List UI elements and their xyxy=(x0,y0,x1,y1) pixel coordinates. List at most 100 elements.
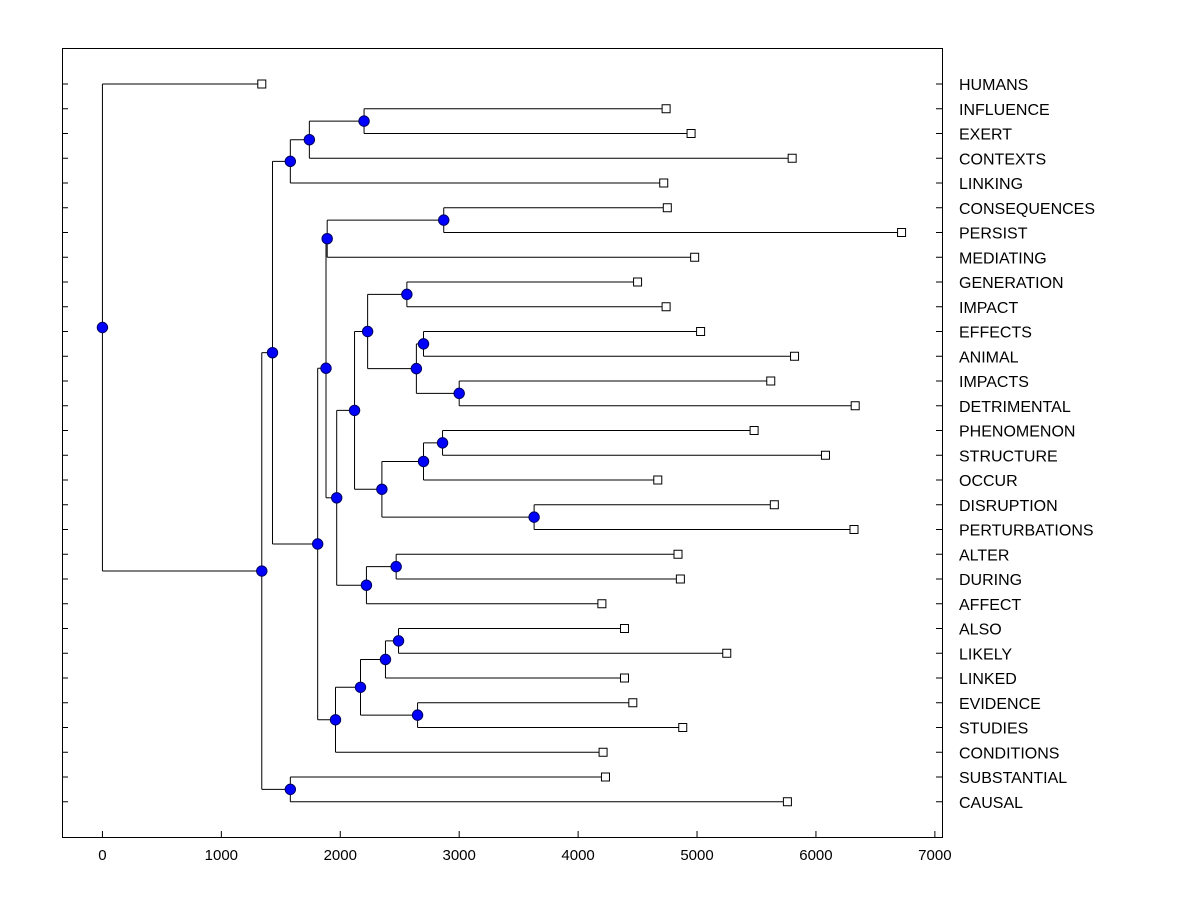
merge-node-marker xyxy=(417,338,430,350)
leaf-label: ALSO xyxy=(959,622,1002,639)
leaf-marker xyxy=(633,277,643,287)
merge-node-marker xyxy=(358,115,370,127)
leaf-marker xyxy=(678,723,688,732)
leaf-marker xyxy=(257,79,267,89)
merge-node-marker xyxy=(348,404,361,417)
leaf-marker xyxy=(619,624,629,633)
leaf-label: LINKING xyxy=(959,176,1023,193)
leaf-marker xyxy=(653,475,663,485)
leaf-label: AFFECT xyxy=(959,597,1021,614)
leaf-marker xyxy=(690,252,700,262)
leaf-label: OCCUR xyxy=(959,473,1018,490)
leaf-marker xyxy=(787,153,797,163)
merge-node-marker xyxy=(436,437,449,449)
leaf-marker xyxy=(600,772,610,782)
leaf-marker xyxy=(790,351,800,361)
merge-node-marker xyxy=(453,387,465,400)
leaf-label: PHENOMENON xyxy=(959,424,1075,441)
leaf-label: CONTEXTS xyxy=(959,151,1046,168)
x-tick-label: 6000 xyxy=(799,847,832,864)
merge-node-marker xyxy=(417,455,430,468)
x-tick-label: 2000 xyxy=(324,847,357,864)
leaf-marker xyxy=(850,401,860,411)
leaf-marker xyxy=(659,178,669,188)
leaf-label: DISRUPTION xyxy=(959,498,1058,515)
merge-node-marker xyxy=(528,511,540,523)
leaf-marker xyxy=(628,698,638,708)
merge-node-marker xyxy=(410,362,423,375)
leaf-label: PERTURBATIONS xyxy=(959,523,1094,540)
leaf-marker xyxy=(661,104,671,114)
x-axis-ticks: 0 1000 2000 3000 4000 5000 6000 7000 xyxy=(98,831,952,864)
leaf-label: ALTER xyxy=(959,547,1009,564)
leaf-label: LINKED xyxy=(959,671,1017,688)
merge-node-marker xyxy=(320,362,332,374)
leaf-label: DETRIMENTAL xyxy=(959,399,1071,416)
leaf-marker xyxy=(820,450,830,460)
merge-node-marker xyxy=(331,492,343,504)
leaf-marker xyxy=(675,574,685,584)
x-tick-label: 4000 xyxy=(561,847,594,864)
merge-node-marker xyxy=(379,653,392,666)
leaf-marker xyxy=(782,797,792,807)
plot-frame xyxy=(62,48,943,838)
leaf-label: SUBSTANTIAL xyxy=(959,770,1067,787)
merge-node-marker xyxy=(361,325,374,338)
merge-node-marker xyxy=(411,709,424,721)
leaf-label: EXERT xyxy=(959,127,1012,144)
merge-node-marker xyxy=(284,155,297,168)
leaf-marker xyxy=(849,525,859,534)
leaf-marker xyxy=(696,327,706,336)
merge-node-marker xyxy=(438,214,450,226)
leaf-marker xyxy=(722,648,732,658)
leaf-label: CAUSAL xyxy=(959,795,1023,812)
merge-node-marker xyxy=(256,565,268,577)
leaf-marker xyxy=(897,228,907,237)
leaf-marker xyxy=(619,673,629,683)
leaf-marker xyxy=(597,599,607,609)
leaf-marker xyxy=(673,549,683,559)
merge-node-marker xyxy=(321,232,333,245)
leaf-label: LIKELY xyxy=(959,646,1012,663)
merge-node-marker xyxy=(311,538,324,550)
leaf-label: IMPACT xyxy=(959,300,1018,317)
merge-node-marker xyxy=(401,288,413,301)
merge-node-marker xyxy=(329,714,342,726)
merge-node-marker xyxy=(96,321,109,334)
x-tick-label: 1000 xyxy=(205,847,238,864)
leaf-label: GENERATION xyxy=(959,275,1064,292)
merge-node-marker xyxy=(390,560,402,573)
x-tick-label: 3000 xyxy=(443,847,476,864)
leaf-label: EFFECTS xyxy=(959,325,1032,342)
leaf-label: INFLUENCE xyxy=(959,102,1050,119)
merge-node-marker xyxy=(360,579,373,591)
leaf-label: STRUCTURE xyxy=(959,448,1058,465)
leaf-label: HUMANS xyxy=(959,77,1028,94)
merge-node-marker xyxy=(266,346,279,359)
leaf-label: CONDITIONS xyxy=(959,745,1059,762)
merge-node-marker xyxy=(303,133,316,146)
merge-node-marker xyxy=(354,681,367,693)
leaf-marker xyxy=(769,500,779,510)
leaf-label: STUDIES xyxy=(959,721,1028,738)
merge-node-marker xyxy=(376,483,388,495)
leaf-label: ANIMAL xyxy=(959,349,1019,366)
x-tick-label: 5000 xyxy=(680,847,713,864)
leaf-ticks xyxy=(62,83,942,803)
leaf-label: PERSIST xyxy=(959,226,1028,243)
x-tick-label: 0 xyxy=(98,847,106,864)
leaf-marker xyxy=(661,302,671,312)
leaf-marker xyxy=(749,426,759,435)
leaf-label: EVIDENCE xyxy=(959,696,1041,713)
leaf-label: CONSEQUENCES xyxy=(959,201,1095,218)
merge-node-marker xyxy=(284,783,297,796)
leaf-marker xyxy=(598,747,608,757)
leaf-label: MEDIATING xyxy=(959,250,1047,267)
leaf-marker xyxy=(686,129,696,138)
merge-node-marker xyxy=(392,635,405,647)
x-tick-label: 7000 xyxy=(918,847,951,864)
leaf-label: DURING xyxy=(959,572,1022,589)
leaf-labels: HUMANS INFLUENCE EXERT CONTEXTS LINKING CONSE… xyxy=(959,77,1095,812)
markers xyxy=(96,79,907,807)
